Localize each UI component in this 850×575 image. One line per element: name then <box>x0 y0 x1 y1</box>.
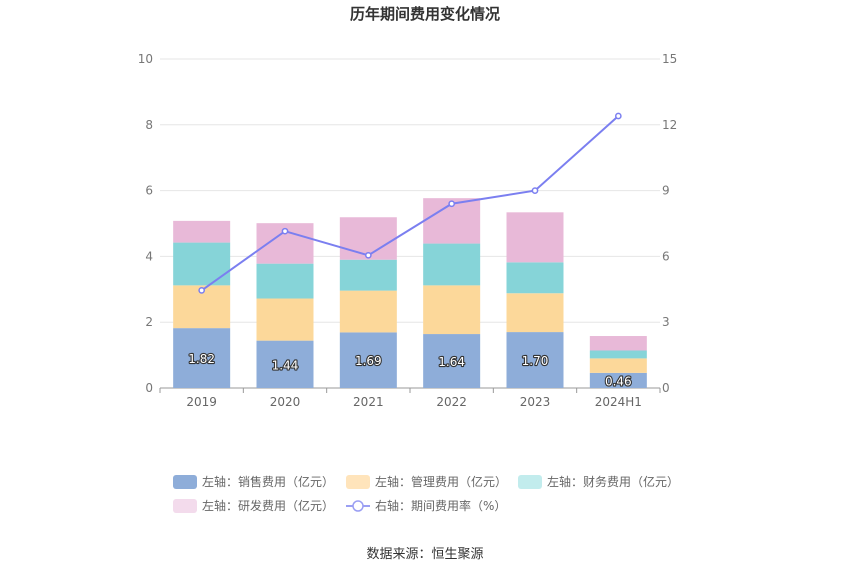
chart-title: 历年期间费用变化情况 <box>350 5 500 23</box>
x-tick-label: 2019 <box>186 395 217 409</box>
right-tick-label: 15 <box>662 52 677 66</box>
rate-line <box>201 115 620 292</box>
legend-label: 左轴：财务费用（亿元） <box>547 474 679 489</box>
x-tick-label: 2024H1 <box>595 395 642 409</box>
legend-label: 左轴：销售费用（亿元） <box>202 474 334 489</box>
rate-point <box>364 251 372 259</box>
rate-point <box>198 287 206 294</box>
bar-segment-4 <box>589 336 647 351</box>
x-tick-label: 2021 <box>353 395 384 409</box>
bar-segment-2 <box>506 293 564 333</box>
bar-segment-2 <box>256 298 314 341</box>
bar-value-label: 1.82 <box>188 352 215 366</box>
legend-swatch <box>173 499 197 513</box>
legend-swatch <box>173 475 197 489</box>
left-tick-label: 4 <box>145 249 153 263</box>
bar-value-label: 0.46 <box>605 374 632 388</box>
data-source: 数据来源：恒生聚源 <box>366 547 483 562</box>
bar-segment-3 <box>506 262 564 294</box>
x-tick-label: 2022 <box>436 395 467 409</box>
line-series <box>198 112 622 294</box>
bar-segment-2 <box>339 290 397 333</box>
left-axis-ticks: 0 2 4 6 8 10 <box>138 52 153 395</box>
right-tick-label: 6 <box>662 249 670 263</box>
rate-point <box>281 227 289 235</box>
bar-segment-3 <box>256 263 314 299</box>
bar-segment-1 <box>589 372 647 388</box>
bar-segment-1 <box>506 332 564 388</box>
legend-swatch <box>346 475 370 489</box>
bar-segment-1 <box>423 334 481 388</box>
left-tick-label: 0 <box>145 381 153 395</box>
legend: 左轴：销售费用（亿元） 左轴：管理费用（亿元） 左轴：财务费用（亿元） 左轴：研发费用… <box>173 474 679 513</box>
bar-segment-2 <box>423 285 481 335</box>
right-tick-label: 9 <box>662 184 670 198</box>
grid-lines <box>160 58 660 389</box>
left-tick-label: 10 <box>138 52 153 66</box>
rate-point <box>531 187 539 194</box>
right-tick-label: 0 <box>662 381 670 395</box>
bar-segment-2 <box>589 358 647 373</box>
legend-label: 左轴：研发费用（亿元） <box>202 498 334 513</box>
left-tick-label: 2 <box>145 315 153 329</box>
left-tick-label: 6 <box>145 184 153 198</box>
rate-point <box>614 112 622 120</box>
legend-label: 右轴：期间费用率（%） <box>375 498 506 513</box>
bar-segment-1 <box>173 328 231 388</box>
bar-segment-3 <box>423 243 481 286</box>
bar-segment-1 <box>339 332 397 388</box>
x-tick-label: 2023 <box>520 395 551 409</box>
x-tick-label: 2020 <box>270 395 301 409</box>
bar-value-label: 1.69 <box>355 354 382 368</box>
bar-segment-4 <box>506 212 564 263</box>
bar-value-label: 1.44 <box>272 358 299 372</box>
bar-value-label: 1.64 <box>438 355 465 369</box>
legend-label: 左轴：管理费用（亿元） <box>375 474 507 489</box>
right-tick-label: 3 <box>662 315 670 329</box>
bar-segment-3 <box>589 350 647 359</box>
bar-series <box>173 198 647 388</box>
bar-segment-3 <box>339 259 397 291</box>
x-axis: 2019 2020 2021 2022 2023 2024H1 <box>159 388 661 409</box>
right-tick-label: 12 <box>662 118 677 132</box>
bar-labels: 1.82 1.44 1.69 1.64 1.70 0.46 <box>187 351 633 390</box>
legend-swatch <box>518 475 542 489</box>
legend-line-marker <box>352 500 364 512</box>
rate-point <box>448 200 456 208</box>
right-axis-ticks: 0 3 6 9 12 15 <box>662 52 677 395</box>
bar-segment-1 <box>256 340 314 388</box>
bar-value-label: 1.70 <box>522 354 549 368</box>
bar-segment-4 <box>173 220 231 243</box>
left-tick-label: 8 <box>145 118 153 132</box>
bar-segment-3 <box>173 242 231 286</box>
